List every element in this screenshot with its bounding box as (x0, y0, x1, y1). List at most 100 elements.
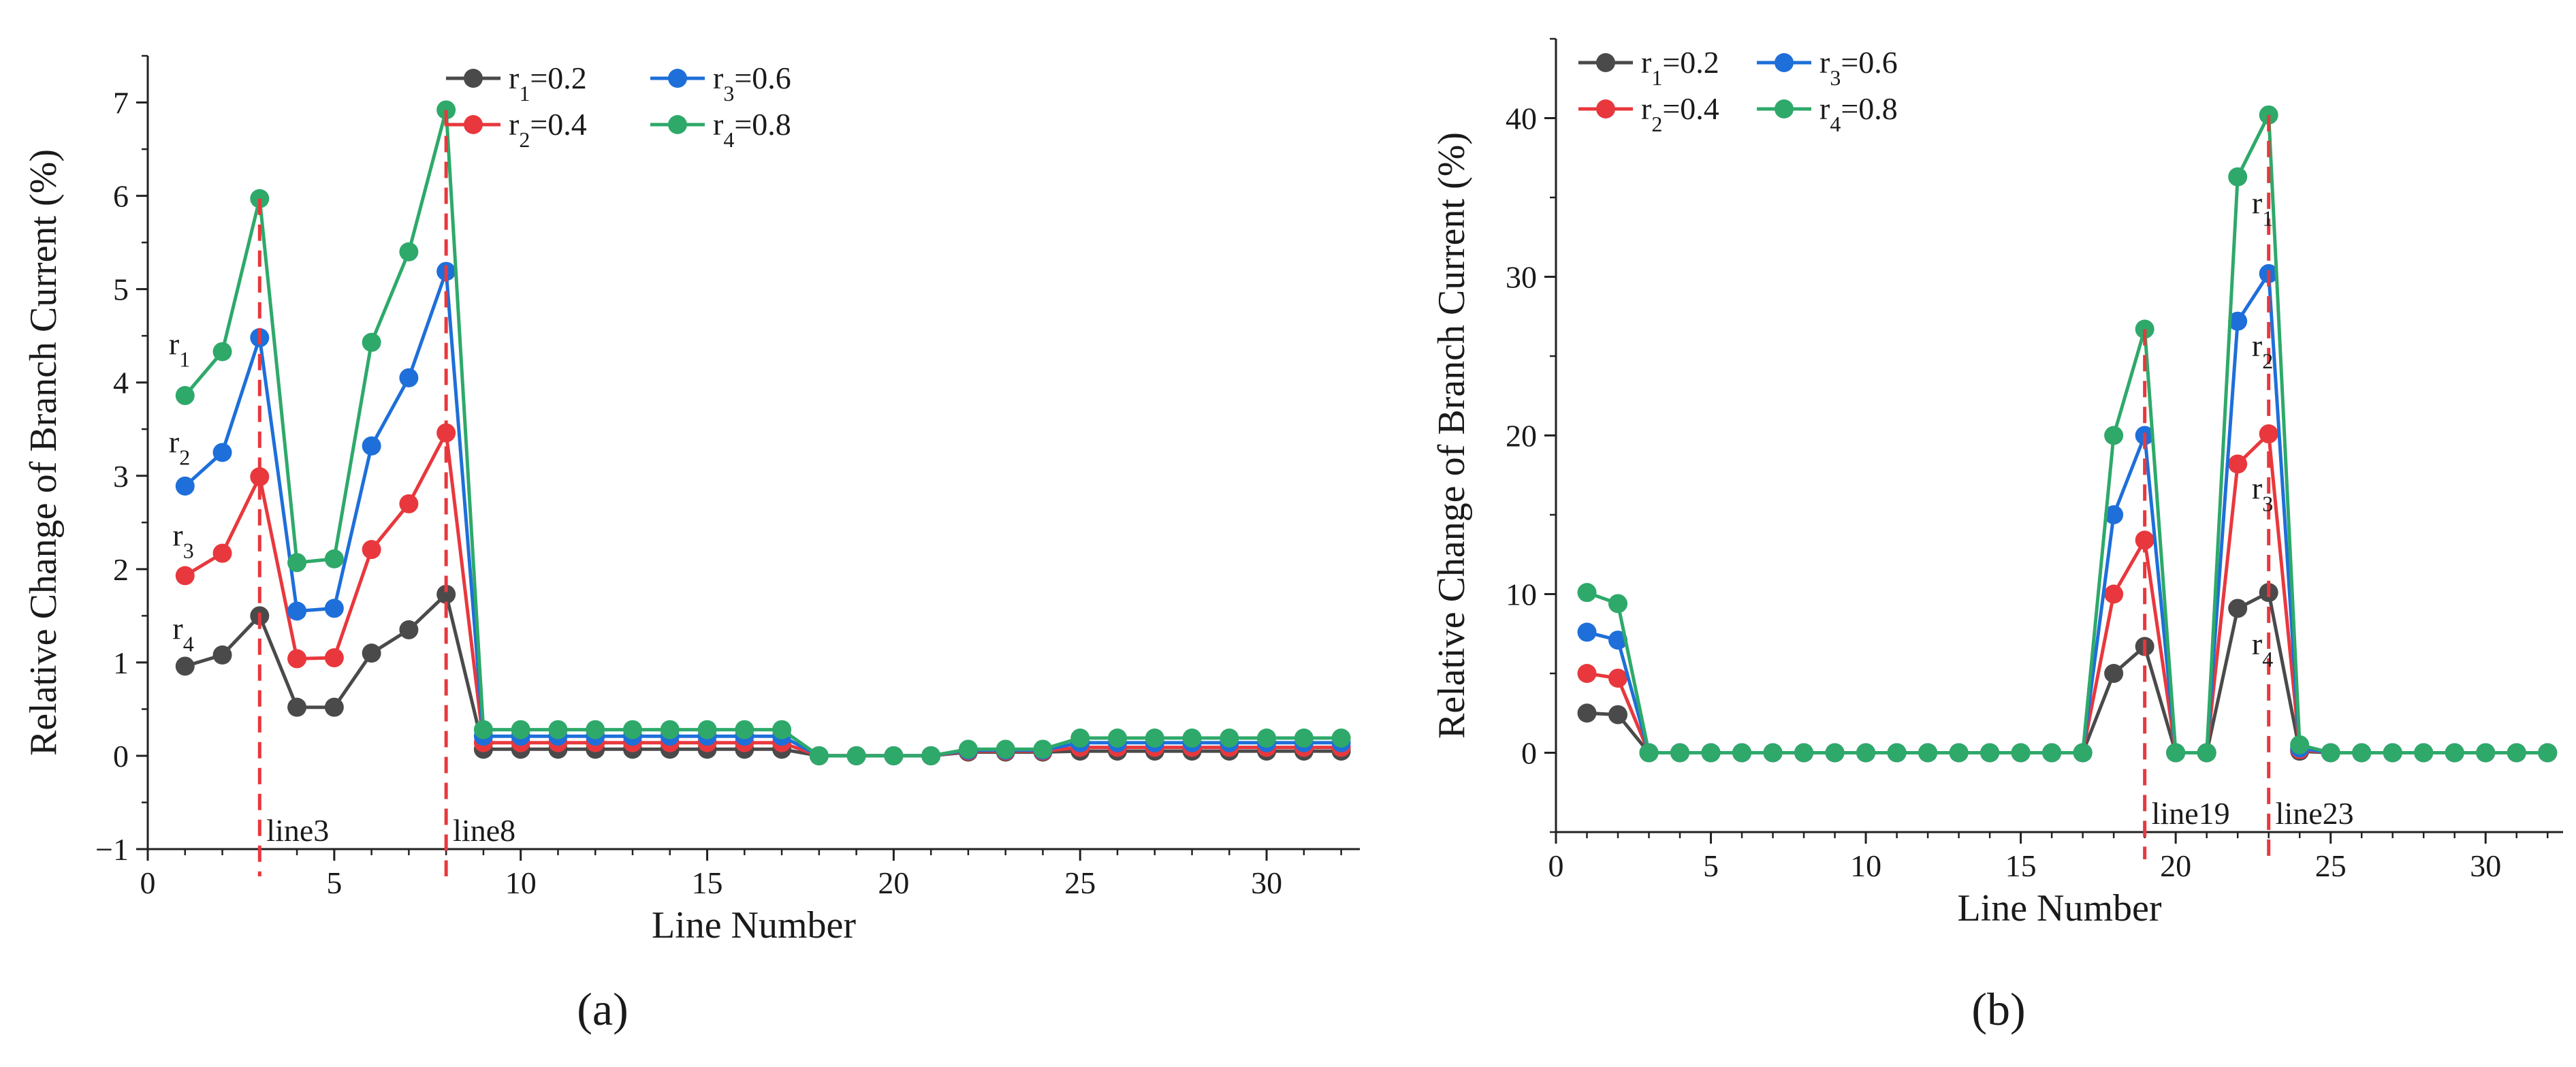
data-point-r2 (2104, 584, 2124, 604)
x-axis-title: Line Number (652, 904, 856, 946)
data-point-r4 (772, 720, 792, 739)
data-point-r4 (1331, 728, 1351, 748)
data-point-r3 (2104, 505, 2124, 524)
data-point-r2 (399, 494, 419, 513)
x-tick-label: 5 (326, 865, 342, 900)
x-tick-label: 15 (692, 865, 723, 900)
data-point-r4 (362, 332, 381, 352)
data-point-r3 (212, 443, 232, 462)
data-point-r1 (436, 584, 456, 604)
x-tick-label: 30 (1251, 865, 1282, 900)
data-point-r3 (2228, 311, 2248, 331)
series-line-1 (185, 592, 1341, 758)
series-line-2 (184, 431, 1341, 758)
data-point-r4 (399, 242, 419, 261)
legend-entry-label: r1=0.2 (1641, 45, 1719, 90)
x-tick-label: 0 (140, 865, 156, 900)
series-line-2 (1587, 432, 2548, 754)
data-point-r4 (884, 746, 904, 765)
legend-swatch-marker (1775, 99, 1794, 118)
legend-entry-label: r3=0.6 (1819, 45, 1898, 90)
data-point-r4 (287, 553, 307, 573)
data-point-r4 (1294, 728, 1314, 748)
x-tick-label: 5 (1703, 848, 1719, 883)
data-point-r4 (846, 746, 866, 765)
data-point-r4 (2011, 743, 2031, 763)
panel-label-b: (b) (1971, 983, 2025, 1035)
data-point-r4 (1220, 728, 1239, 748)
x-tick-label: 30 (2470, 848, 2501, 883)
data-point-r4 (2197, 743, 2216, 763)
legend-entry-label: r4=0.8 (713, 107, 791, 152)
series-line-3 (1586, 272, 2548, 754)
legend-swatch-marker (1596, 53, 1615, 72)
legend-swatch-marker (668, 69, 687, 88)
data-point-r4 (586, 720, 605, 739)
y-tick-label: 0 (1521, 736, 1537, 771)
data-point-r4 (2104, 426, 2124, 445)
data-point-r4 (1887, 743, 1907, 763)
data-point-r4 (548, 720, 568, 739)
data-point-r4 (1108, 728, 1127, 748)
data-point-r4 (1670, 743, 1690, 763)
legend-swatch-marker (1596, 99, 1615, 118)
data-point-r2 (175, 566, 195, 586)
x-tick-label: 20 (878, 865, 909, 900)
data-point-r3 (1608, 631, 1628, 650)
data-point-r2 (324, 648, 344, 668)
data-point-r4 (2414, 743, 2434, 763)
y-tick-label: 0 (113, 739, 129, 774)
x-axis-title: Line Number (1957, 887, 2161, 929)
data-point-r3 (362, 436, 381, 456)
x-tick-label: 25 (2315, 848, 2347, 883)
data-point-r1 (362, 643, 381, 663)
legend-entry-label: r2=0.4 (1641, 91, 1719, 136)
data-point-r1 (212, 645, 232, 665)
data-point-r4 (212, 342, 232, 362)
data-point-r4 (2383, 743, 2402, 763)
data-point-r4 (735, 720, 754, 739)
data-point-r4 (1577, 583, 1597, 603)
data-point-r1 (2104, 664, 2124, 683)
data-point-r4 (2476, 743, 2496, 763)
series-annotation-label: r4 (172, 611, 193, 656)
data-point-r4 (1257, 728, 1277, 748)
chart-panel-b: 0 5 10 15 20 25 30 0 10 20 30 40 Line Number Relative… (1431, 37, 2563, 929)
data-point-r3 (287, 601, 307, 621)
data-point-r4 (958, 739, 978, 759)
x-tick-label: 10 (505, 865, 537, 900)
data-point-r1 (2228, 599, 2248, 618)
data-point-r4 (1918, 743, 1938, 763)
legend-swatch-marker (464, 115, 483, 134)
x-tick-label: 25 (1064, 865, 1096, 900)
data-point-r2 (212, 543, 232, 563)
y-tick-label: 3 (113, 459, 129, 494)
y-tick-label: 6 (113, 179, 129, 214)
data-point-r4 (175, 385, 195, 405)
data-point-r4 (2445, 743, 2464, 763)
data-point-r4 (2507, 743, 2526, 763)
legend-entry-label: r3=0.6 (713, 61, 791, 106)
legend-entry-label: r2=0.4 (509, 107, 587, 152)
data-point-r4 (511, 720, 530, 739)
reference-line-label: line23 (2276, 796, 2354, 831)
data-point-r4 (2166, 743, 2186, 763)
y-tick-label: 2 (113, 552, 129, 587)
series-annotation-label: r3 (172, 518, 193, 563)
data-point-r4 (1732, 743, 1752, 763)
data-point-r4 (2290, 735, 2310, 754)
x-tick-label: 10 (1850, 848, 1881, 883)
series-annotation-label: r2 (169, 425, 190, 470)
data-point-r4 (2352, 743, 2372, 763)
data-point-r4 (1070, 728, 1090, 748)
data-point-r4 (1701, 743, 1721, 763)
y-axis-title: Relative Change of Branch Current (%) (22, 149, 65, 756)
data-point-r1 (287, 697, 307, 717)
data-point-r3 (324, 599, 344, 618)
data-point-r2 (287, 649, 307, 669)
data-point-r4 (809, 746, 829, 765)
data-point-r4 (996, 739, 1015, 759)
data-point-r2 (250, 467, 270, 487)
y-tick-label: 1 (113, 646, 129, 680)
data-point-r3 (1577, 622, 1597, 642)
